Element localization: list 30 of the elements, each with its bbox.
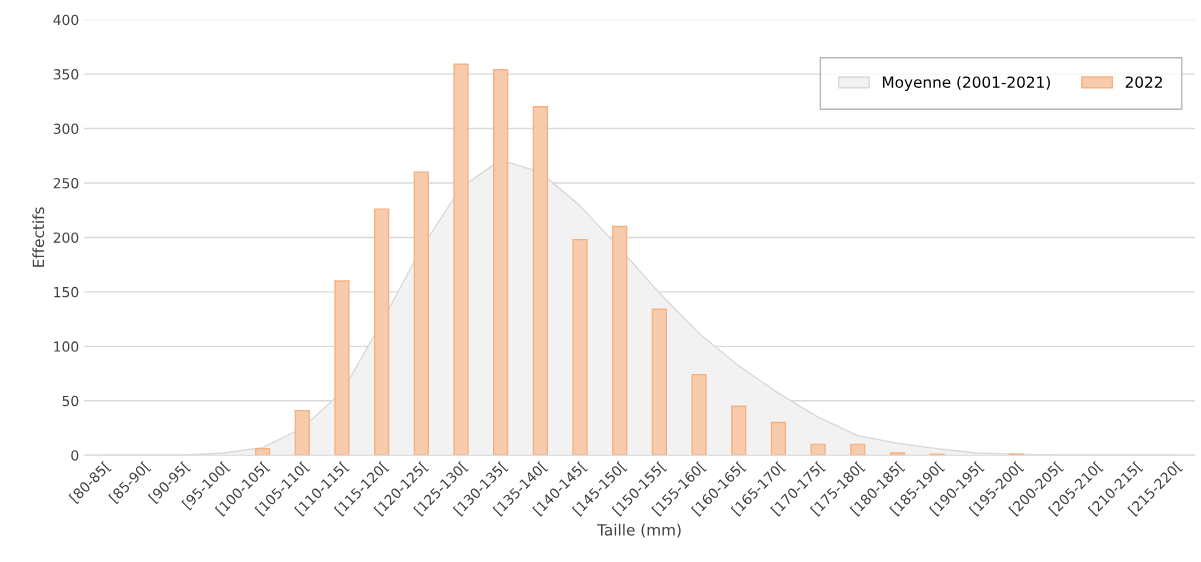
bar: [731, 405, 747, 456]
bar: [612, 225, 628, 456]
y-tick-label: 400: [53, 14, 79, 26]
bar: [374, 208, 390, 456]
bar: [889, 452, 906, 456]
bar: [493, 69, 509, 456]
y-tick-label: 50: [62, 395, 79, 407]
bar: [254, 447, 271, 456]
bar: [532, 106, 548, 456]
bar: [453, 63, 469, 456]
legend-label: Moyenne (2001-2021): [882, 76, 1050, 91]
y-tick-label: 300: [53, 123, 79, 135]
bar: [334, 280, 350, 456]
y-tick-label: 150: [54, 286, 79, 298]
y-axis-title: Effectifs: [32, 207, 45, 267]
y-tick-label: 0: [71, 450, 79, 461]
legend-label: 2022: [1125, 76, 1162, 88]
y-tick-label: 200: [53, 232, 79, 243]
bar: [651, 308, 668, 456]
y-tick-label: 100: [54, 341, 79, 352]
bar: [572, 238, 588, 456]
x-axis-title: Taille (mm): [597, 523, 681, 538]
bar: [294, 409, 310, 456]
y-tick-label: 350: [53, 69, 79, 80]
bar: [770, 421, 787, 456]
bar: [691, 373, 707, 456]
y-tick-label: 250: [53, 177, 79, 189]
bar: [413, 171, 429, 456]
bar: [850, 443, 866, 456]
bar: [810, 443, 826, 456]
